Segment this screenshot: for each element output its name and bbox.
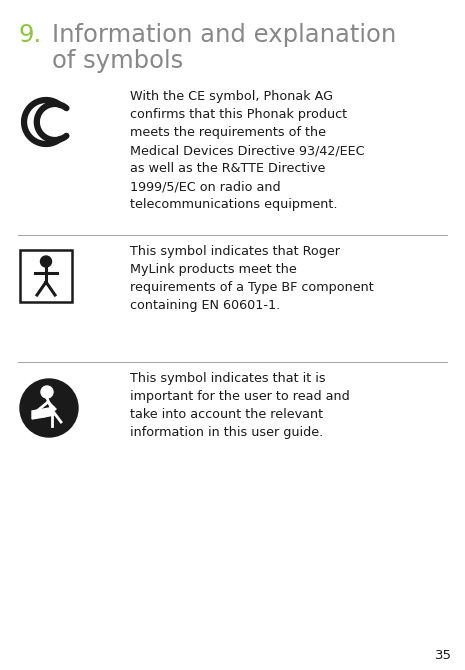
Text: This symbol indicates that Roger
MyLink products meet the
requirements of a Type: This symbol indicates that Roger MyLink … (130, 245, 374, 312)
Polygon shape (44, 407, 54, 417)
Polygon shape (32, 409, 44, 419)
Bar (20, 250, 72, 302)
Text: Information and explanation: Information and explanation (52, 23, 396, 47)
Text: of symbols: of symbols (52, 49, 183, 73)
Circle shape (41, 386, 53, 398)
Text: 9.: 9. (18, 23, 41, 47)
Text: With the CE symbol, Phonak AG
confirms that this Phonak product
meets the requir: With the CE symbol, Phonak AG confirms t… (130, 90, 365, 211)
Text: This symbol indicates that it is
important for the user to read and
take into ac: This symbol indicates that it is importa… (130, 372, 350, 439)
Circle shape (20, 379, 78, 437)
Text: 35: 35 (435, 649, 452, 662)
Circle shape (40, 256, 52, 267)
